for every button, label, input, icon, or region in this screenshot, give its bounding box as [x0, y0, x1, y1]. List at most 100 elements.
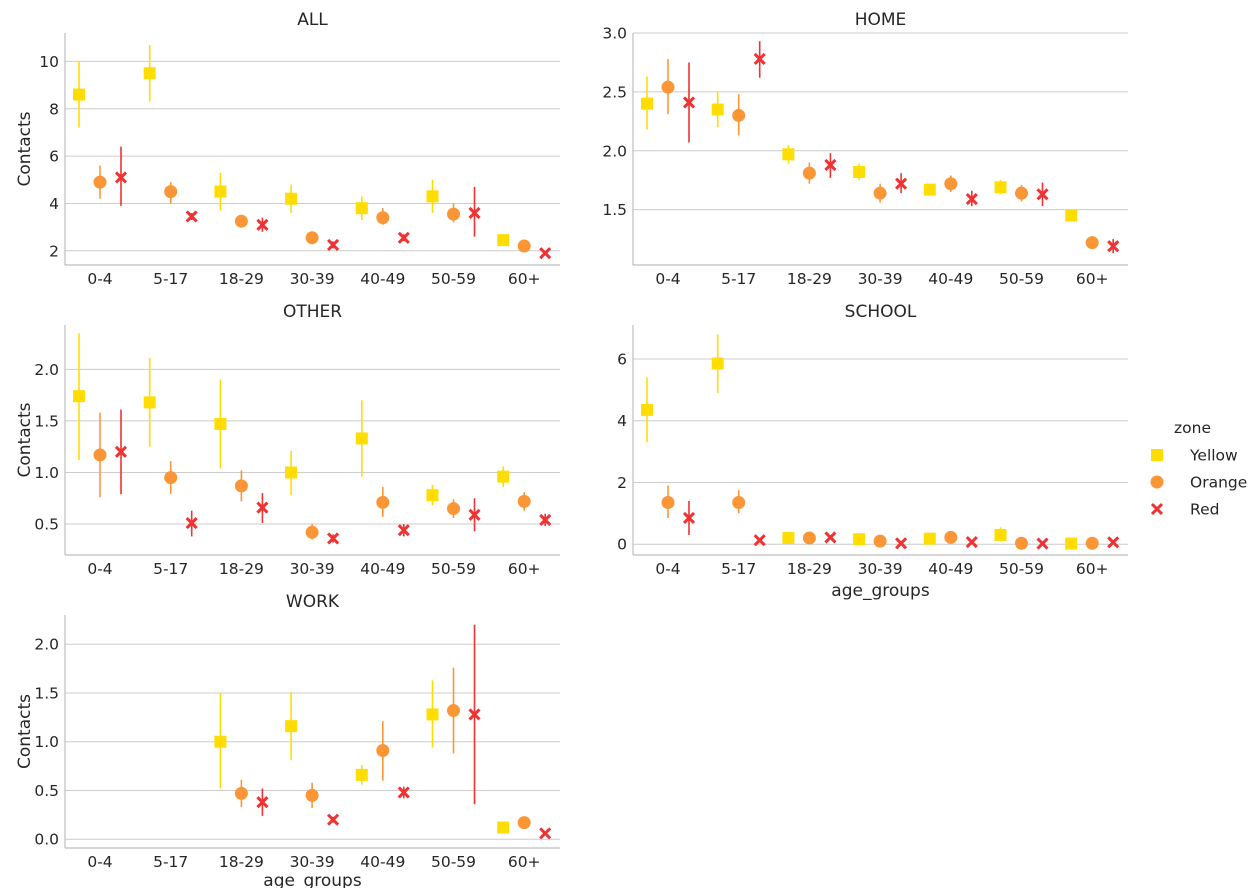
data-point-red — [895, 537, 908, 550]
legend-marker-red — [1150, 502, 1164, 516]
data-point-orange — [873, 534, 887, 548]
data-point-red — [397, 524, 410, 537]
panel-other: 0.5 1.0 1.5 2.0 0-4 5-17 18-29 30-39 40-49 50-59 6… — [15, 302, 560, 578]
y-tick-label: 4 — [49, 195, 59, 213]
data-point-red — [539, 827, 552, 840]
panel-school: 0 2 4 6 0-4 5-17 18-29 30-39 40-49 50-59 60+ SCHOOL… — [617, 302, 1128, 601]
data-point-red — [327, 532, 340, 545]
data-point-yellow — [426, 190, 439, 203]
x-tick-label: 50-59 — [999, 560, 1044, 578]
y-tick-label: 0.0 — [34, 831, 59, 849]
y-tick-label: 2 — [49, 242, 59, 260]
data-point-orange — [802, 166, 816, 180]
data-point-yellow — [853, 165, 866, 178]
data-point-orange — [944, 177, 958, 191]
data-point-red — [185, 516, 198, 530]
data-point-orange — [944, 530, 958, 544]
data-point-yellow — [143, 67, 156, 80]
data-point-yellow — [497, 234, 510, 247]
y-tick-label: 0.5 — [34, 516, 59, 534]
data-point-yellow — [285, 192, 298, 205]
data-point-red — [965, 535, 978, 549]
x-tick-label: 30-39 — [290, 270, 335, 288]
data-point-red — [682, 511, 696, 525]
x-tick-label: 40-49 — [928, 560, 973, 578]
legend-marker-orange — [1150, 475, 1164, 489]
panel-home: 1.5 2.0 2.5 3.0 0-4 5-17 18-29 30-39 40-49 50-59 6… — [602, 10, 1128, 288]
data-point-yellow — [214, 418, 227, 431]
x-tick-label: 0-4 — [655, 270, 680, 288]
data-point-orange — [802, 531, 816, 545]
data-point-orange — [1015, 186, 1028, 200]
x-tick-label: 40-49 — [360, 560, 405, 578]
data-point-yellow — [73, 88, 85, 101]
x-tick-label: 18-29 — [219, 853, 264, 871]
x-tick-label: 5-17 — [153, 853, 188, 871]
data-point-red — [114, 171, 128, 184]
x-tick-label: 18-29 — [787, 270, 832, 288]
y-tick-label: 8 — [49, 100, 59, 118]
data-point-yellow — [994, 181, 1007, 194]
panel-title: ALL — [297, 10, 328, 30]
data-point-red — [1036, 537, 1049, 550]
y-tick-label: 2 — [617, 474, 627, 492]
data-point-red — [256, 501, 269, 514]
data-point-orange — [517, 494, 531, 508]
y-axis-label: Contacts — [15, 694, 35, 769]
x-tick-label: 0-4 — [655, 560, 680, 578]
data-point-orange — [93, 448, 107, 462]
x-tick-label: 18-29 — [219, 270, 264, 288]
data-point-red — [682, 96, 696, 109]
panel-title: HOME — [855, 10, 907, 30]
data-point-orange — [447, 704, 460, 718]
x-axis-label: age_groups — [263, 871, 362, 888]
data-point-red — [539, 247, 552, 260]
data-point-red — [114, 445, 128, 458]
data-point-red — [539, 513, 552, 526]
x-tick-label: 5-17 — [721, 270, 756, 288]
data-point-yellow — [641, 403, 653, 416]
panel-title: SCHOOL — [845, 302, 917, 322]
data-point-orange — [661, 496, 675, 510]
data-point-orange — [376, 211, 390, 225]
x-tick-label: 0-4 — [87, 560, 112, 578]
data-point-red — [327, 813, 340, 826]
x-tick-label: 0-4 — [87, 853, 112, 871]
y-tick-label: 4 — [617, 412, 627, 430]
data-point-yellow — [355, 768, 368, 781]
data-point-red — [753, 534, 766, 547]
data-point-yellow — [426, 489, 439, 502]
legend-marker-yellow — [1151, 449, 1163, 461]
x-tick-label: 30-39 — [290, 560, 335, 578]
data-point-yellow — [782, 148, 795, 161]
x-tick-label: 60+ — [508, 270, 541, 288]
x-tick-label: 5-17 — [153, 560, 188, 578]
y-tick-label: 2.0 — [602, 142, 627, 160]
data-point-red — [185, 210, 198, 223]
panel-all: 2 4 6 8 10 0-4 5-17 18-29 30-39 40-49 50-59 60+ ALL C… — [15, 10, 560, 288]
data-point-red — [256, 796, 269, 809]
data-point-red — [1107, 536, 1120, 549]
data-point-orange — [164, 471, 178, 485]
data-point-red — [397, 231, 410, 244]
x-tick-label: 40-49 — [360, 853, 405, 871]
data-point-yellow — [923, 532, 936, 545]
x-tick-label: 60+ — [1076, 270, 1109, 288]
data-point-orange — [376, 744, 390, 758]
data-point-orange — [1015, 536, 1028, 550]
x-tick-label: 18-29 — [219, 560, 264, 578]
panel-title: WORK — [286, 592, 340, 612]
y-tick-label: 2.5 — [602, 83, 627, 101]
y-tick-label: 1.5 — [34, 684, 59, 702]
y-axis-label: Contacts — [15, 402, 35, 477]
y-tick-label: 1.0 — [34, 733, 59, 751]
x-tick-label: 60+ — [508, 560, 541, 578]
data-point-yellow — [994, 528, 1007, 541]
data-point-yellow — [285, 466, 298, 479]
data-point-orange — [517, 816, 531, 830]
data-point-yellow — [214, 185, 227, 198]
data-point-orange — [305, 525, 319, 539]
legend-title: zone — [1174, 419, 1211, 437]
y-tick-label: 6 — [49, 148, 59, 166]
